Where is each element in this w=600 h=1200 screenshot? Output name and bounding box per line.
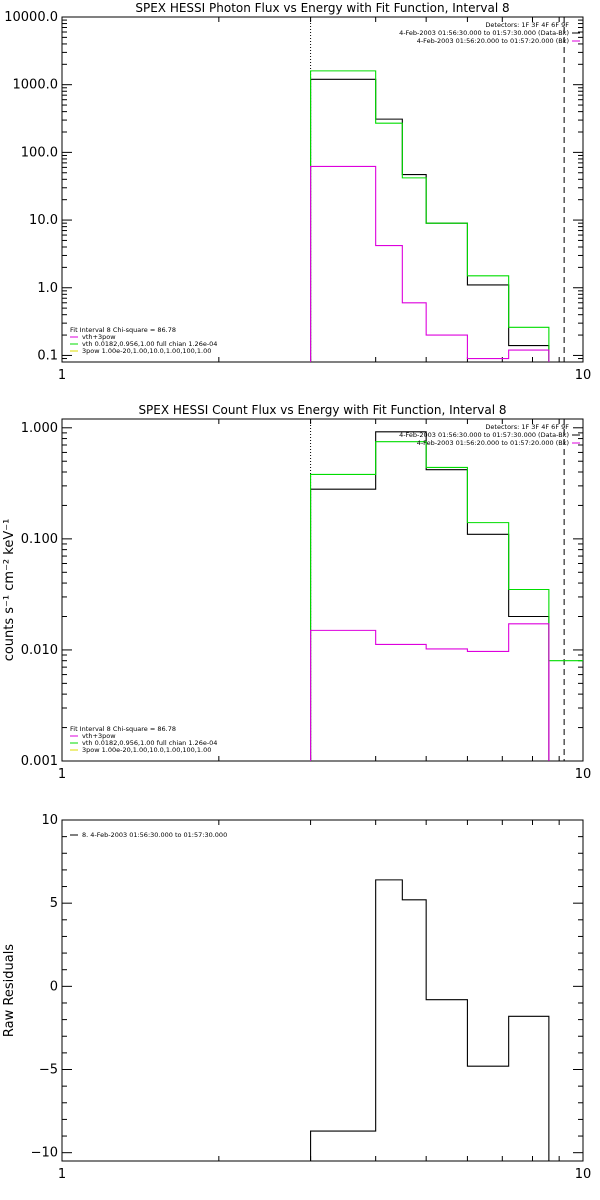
info-text: 4-Feb-2003 01:56:20.000 to 01:57:20.000 …: [417, 439, 569, 447]
y-axis-label: Raw Residuals: [2, 944, 17, 1037]
y-tick-label: 5: [50, 896, 58, 911]
y-tick-label: 1000.0: [13, 78, 59, 93]
x-tick-label: 1: [58, 368, 66, 383]
y-tick-label: 100.0: [21, 145, 58, 160]
chart-title: SPEX HESSI Count Flux vs Energy with Fit…: [138, 403, 506, 417]
y-tick-label: −5: [39, 1063, 58, 1078]
y-tick-label: 0: [50, 979, 58, 994]
chart-panel-3: Raw Residuals 1 10 −10 −5 0 5 10 8. 4-Feb-2003 0…: [2, 813, 591, 1182]
y-tick-label: 10.0: [29, 213, 58, 228]
y-tick-label: 1.000: [21, 421, 58, 436]
series-3-histogram: [310, 165, 550, 362]
plot-frame: [61, 16, 584, 363]
x-tick-label: 1: [58, 1167, 66, 1182]
chart-panel-2: SPEX HESSI Count Flux vs Energy with Fit…: [2, 403, 591, 782]
x-tick-label: 10: [575, 767, 592, 782]
y-tick-label: −10: [31, 1146, 58, 1161]
legend-text: 3pow 1.00e-20,1.00,10.0,1.00,100,1.00: [82, 347, 211, 355]
legend-text: 8. 4-Feb-2003 01:56:30.000 to 01:57:30.0…: [82, 831, 227, 839]
legend-text: Fit Interval 8 Chi-square = 86.78: [70, 326, 176, 334]
chart-panel-1: SPEX HESSI Photon Flux vs Energy with Fi…: [4, 1, 591, 383]
plot-frame: [61, 819, 584, 1162]
series-1-histogram: [310, 78, 550, 362]
legend-text: vth 0.0182,0.956,1.00 full chian 1.26e-0…: [82, 340, 217, 348]
info-text: Detectors: 1F 3F 4F 6F 9F: [485, 423, 569, 431]
info-text: 4-Feb-2003 01:56:20.000 to 01:57:20.000 …: [417, 37, 569, 45]
series-1-histogram: [310, 879, 550, 1161]
legend-text: vth 0.0182,0.956,1.00 full chian 1.26e-0…: [82, 739, 217, 747]
y-tick-label: 0.100: [21, 532, 58, 547]
legend-text: Fit Interval 8 Chi-square = 86.78: [70, 725, 176, 733]
info-text: Detectors: 1F 3F 4F 6F 9F: [485, 21, 569, 29]
y-tick-label: 0.1: [37, 348, 58, 363]
plot-frame: [61, 418, 584, 762]
legend-text: vth+3pow: [82, 732, 116, 740]
series-2-histogram: [310, 441, 583, 761]
y-tick-label: 0.010: [21, 643, 58, 658]
x-tick-label: 1: [58, 767, 66, 782]
x-tick-label: 10: [575, 368, 592, 383]
legend-text: vth+3pow: [82, 333, 116, 341]
series-2-histogram: [310, 70, 550, 362]
y-tick-label: 10: [41, 813, 58, 828]
legend-text: 3pow 1.00e-20,1.00,10.0,1.00,100,1.00: [82, 746, 211, 754]
info-text: 4-Feb-2003 01:56:30.000 to 01:57:30.000 …: [399, 29, 569, 37]
y-axis-label: counts s⁻¹ cm⁻² keV⁻¹: [2, 519, 17, 662]
series-3-histogram: [310, 623, 550, 761]
x-tick-label: 10: [575, 1167, 592, 1182]
y-tick-label: 0.001: [21, 754, 58, 769]
series-1-histogram: [310, 431, 550, 761]
y-tick-label: 1.0: [37, 281, 58, 296]
chart-title: SPEX HESSI Photon Flux vs Energy with Fi…: [135, 1, 509, 15]
info-text: 4-Feb-2003 01:56:30.000 to 01:57:30.000 …: [399, 431, 569, 439]
y-tick-label: 10000.0: [4, 10, 58, 25]
